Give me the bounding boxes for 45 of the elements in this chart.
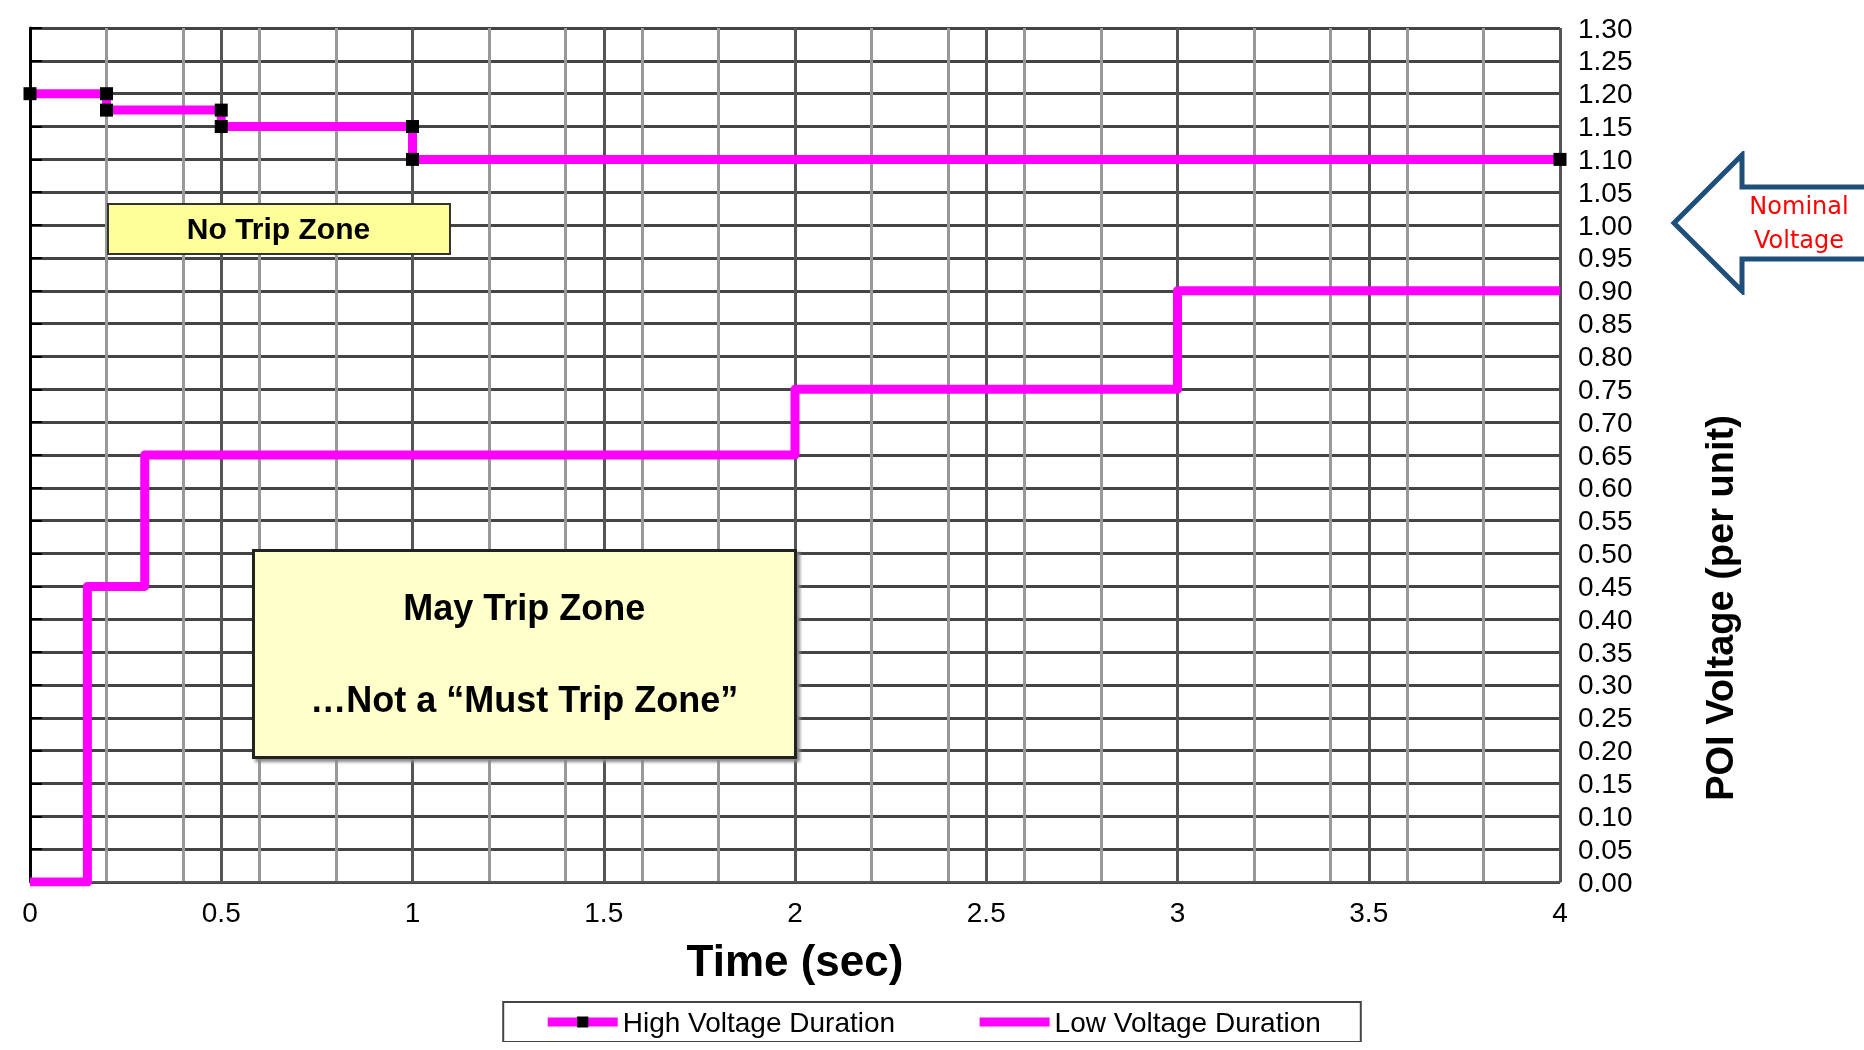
annotation: May Trip Zone [403,586,646,629]
y-tick-label: 0.55 [1578,505,1633,537]
y-tick-label: 0.10 [1578,800,1633,832]
y-tick-label: 0.60 [1578,472,1633,504]
x-tick-label: 0.5 [201,896,241,928]
x-tick-label: 1.5 [584,896,624,928]
x-tick-label: 3 [1169,896,1186,928]
label-box: No Trip Zone [106,203,451,256]
y-tick-label: 0.00 [1578,866,1633,898]
y-tick-label: 0.35 [1578,636,1633,668]
y-tick-label: 0.45 [1578,570,1633,602]
y-tick-label: 0.80 [1578,340,1633,372]
y-tick-label: 1.00 [1578,209,1633,241]
legend-label: Low Voltage Duration [1054,1006,1321,1038]
y-tick-label: 0.65 [1578,439,1633,471]
x-axis-title: Time (sec) [686,935,904,985]
y-tick-label: 1.05 [1578,176,1633,208]
y-tick-label: 0.90 [1578,275,1633,307]
y-tick-label: 0.95 [1578,242,1633,274]
y-tick-label: 0.75 [1578,373,1633,405]
annotation: …Not a “Must Trip Zone” [310,678,739,721]
x-tick-label: 2.5 [966,896,1006,928]
y-tick-label: 1.30 [1578,12,1633,44]
y-tick-label: 1.15 [1578,111,1633,143]
y-tick-label: 0.25 [1578,702,1633,734]
y-tick-label: 1.10 [1578,143,1633,175]
y-tick-label: 0.85 [1578,308,1633,340]
y-axis-title: POI Voltage (per unit) [1699,415,1741,801]
y-tick-label: 0.70 [1578,406,1633,438]
y-tick-label: 0.50 [1578,538,1633,570]
y-tick-label: 0.05 [1578,833,1633,865]
x-tick-label: 0 [22,896,38,928]
x-tick-label: 4 [1552,896,1568,928]
text: Nominal Voltage [1748,191,1850,256]
label-box: May Trip Zone …Not a “Must Trip Zone” [251,548,797,759]
x-tick-label: 3.5 [1349,896,1389,928]
legend-label: High Voltage Duration [622,1006,896,1038]
x-tick-label: 1 [404,896,421,928]
y-tick-label: 0.40 [1578,603,1633,635]
x-tick-label: 2 [787,896,803,928]
y-tick-label: 0.30 [1578,669,1633,701]
y-tick-label: 1.20 [1578,78,1633,110]
y-tick-label: 1.25 [1578,45,1633,77]
y-tick-label: 0.20 [1578,735,1633,767]
y-tick-label: 0.15 [1578,767,1633,799]
